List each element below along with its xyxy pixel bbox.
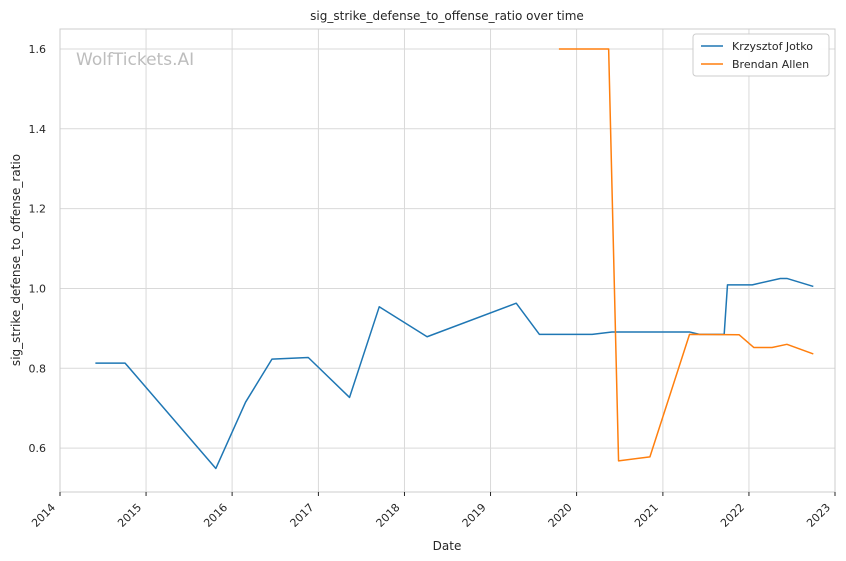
watermark-text: WolfTickets.AI [76,50,194,70]
legend-box [692,33,830,77]
y-tick-label: 0.8 [29,362,47,375]
plot-frame [59,28,836,493]
y-tick-label: 1.6 [29,43,47,56]
y-axis-ticks: 0.6 0.8 1.0 1.2 1.4 1.6 [29,43,47,455]
legend: Krzysztof Jotko Brendan Allen [692,33,830,77]
x-axis-title: Date [433,539,462,553]
y-tick-label: 0.6 [29,442,47,455]
y-tick-label: 1.0 [29,282,47,295]
legend-label-krzysztof-jotko: Krzysztof Jotko [732,40,813,53]
y-axis-title: sig_strike_defense_to_offense_ratio [9,154,23,366]
series-lines [95,48,814,470]
y-tick-label: 1.2 [29,203,47,216]
grid [59,29,836,492]
series-line-krzysztof-jotko [95,277,814,470]
series-line-brendan-allen [558,48,814,462]
y-tick-label: 1.4 [29,123,47,136]
chart-title: sig_strike_defense_to_offense_ratio over… [310,9,584,23]
legend-label-brendan-allen: Brendan Allen [732,58,809,71]
